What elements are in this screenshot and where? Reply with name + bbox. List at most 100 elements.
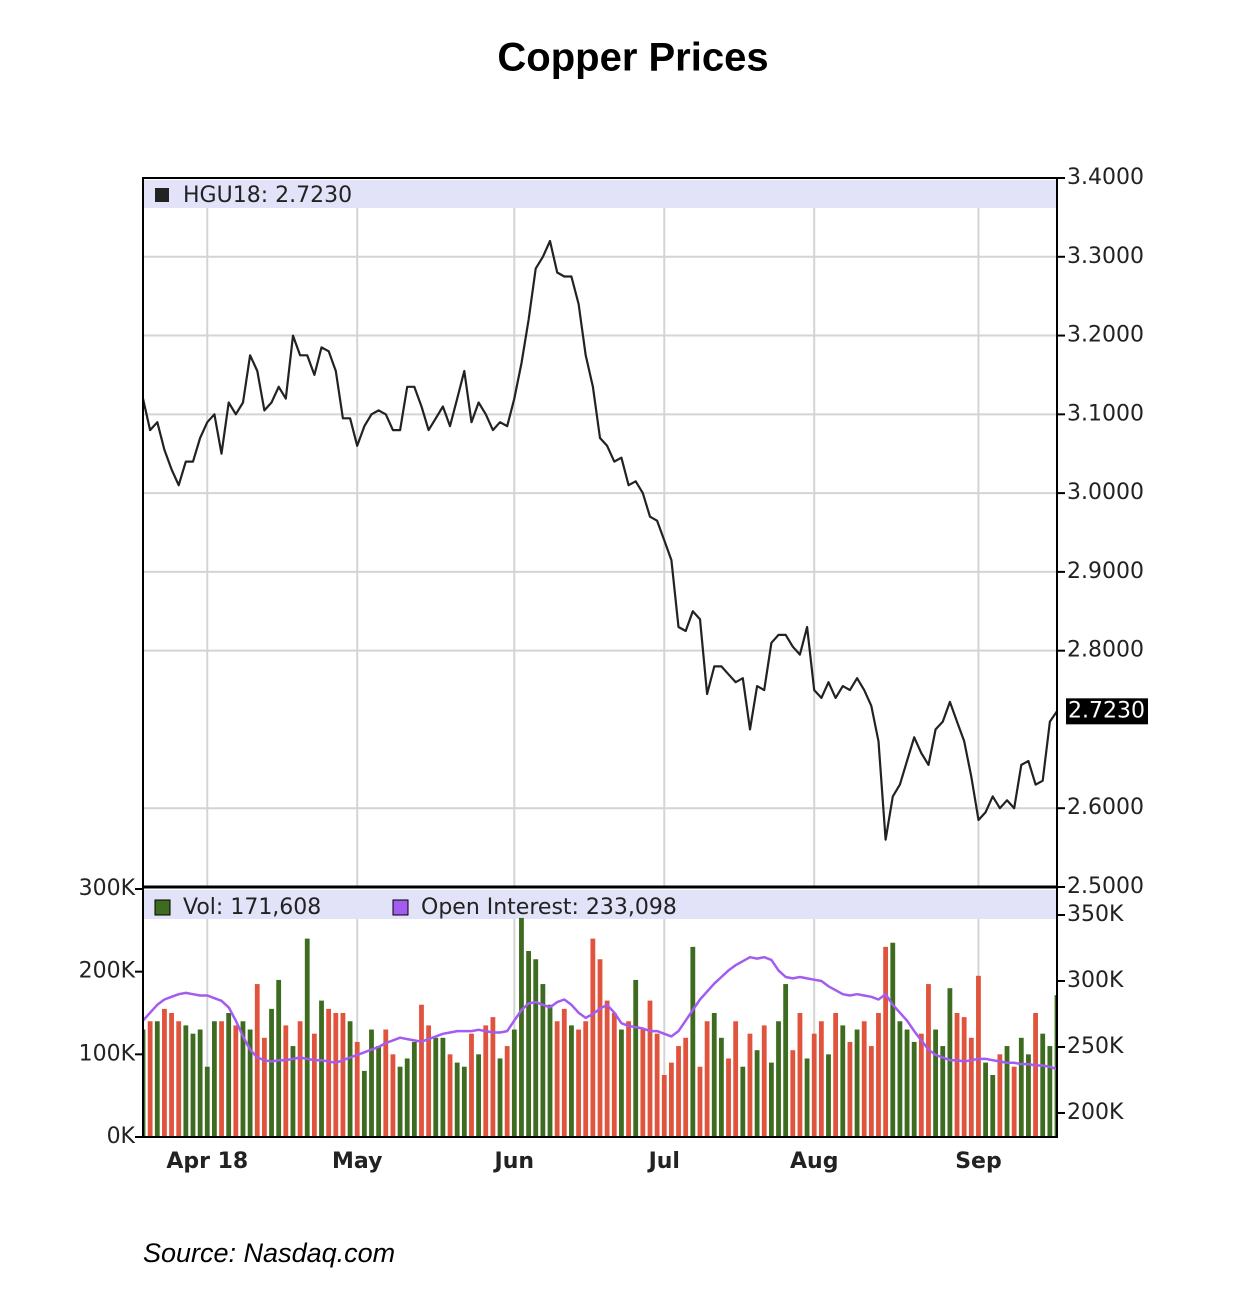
- volume-bar: [1040, 1033, 1046, 1137]
- volume-bar: [369, 1029, 374, 1137]
- volume-bar: [726, 1058, 731, 1137]
- volume-bar: [533, 959, 539, 1137]
- volume-bar: [683, 1037, 689, 1137]
- volume-bar: [926, 984, 931, 1137]
- volume-bar: [376, 1046, 382, 1137]
- volume-bar: [461, 1066, 467, 1137]
- legend-label: HGU18: 2.7230: [183, 183, 352, 208]
- x-tick-label: Apr 18: [166, 1149, 248, 1174]
- volume-bar: [961, 1017, 967, 1137]
- volume-bar: [633, 979, 639, 1137]
- volume-bar: [904, 1029, 910, 1137]
- volume-bar: [604, 1000, 610, 1137]
- volume-bar: [554, 1021, 560, 1137]
- legend-band: [144, 890, 1056, 919]
- volume-bar: [761, 1025, 767, 1137]
- volume-bar: [968, 1037, 974, 1137]
- volume-bar: [583, 1021, 589, 1137]
- volume-bar: [983, 1062, 988, 1137]
- legend-band: [144, 180, 1056, 208]
- volume-bar: [454, 1062, 460, 1137]
- volume-bar: [833, 1013, 839, 1137]
- volume-bar: [776, 1021, 781, 1137]
- volume-bar: [276, 979, 282, 1137]
- volume-bar: [440, 1037, 446, 1137]
- volume-bar: [469, 1033, 474, 1137]
- volume-bar: [319, 1000, 324, 1137]
- volume-bar: [911, 1041, 917, 1137]
- last-value-label: 2.7230: [1068, 698, 1145, 723]
- y-tick-label: 3.4000: [1067, 165, 1144, 190]
- volume-bar: [619, 1029, 624, 1137]
- volume-bar: [940, 1046, 946, 1137]
- volume-bar: [176, 1021, 182, 1137]
- volume-bar: [818, 1021, 824, 1137]
- volume-bar: [304, 938, 310, 1137]
- volume-bar: [669, 1062, 674, 1137]
- volume-bar: [540, 984, 546, 1137]
- volume-bar: [212, 1021, 217, 1137]
- volume-bar: [626, 1021, 631, 1137]
- volume-bar: [783, 984, 789, 1137]
- volume-bar: [1004, 1046, 1010, 1137]
- volume-bar: [419, 1004, 424, 1137]
- volume-bar: [390, 1054, 396, 1137]
- y2-tick-label: 200K: [1067, 1100, 1124, 1125]
- y2-tick-label: 250K: [1067, 1034, 1124, 1059]
- volume-bar: [1026, 1054, 1031, 1137]
- y-tick-label: 3.1000: [1067, 401, 1144, 426]
- volume-bar: [197, 1029, 203, 1137]
- volume-bar: [447, 1054, 453, 1137]
- volume-bar: [1047, 1046, 1053, 1137]
- volume-bar: [147, 1021, 153, 1137]
- volume-bar: [854, 1029, 860, 1137]
- volume-bar: [411, 1041, 417, 1137]
- volume-bar: [354, 1041, 360, 1137]
- volume-bar: [576, 1029, 581, 1137]
- volume-bar: [483, 1025, 489, 1137]
- volume-bar: [519, 917, 524, 1137]
- volume-bar: [947, 988, 953, 1137]
- volume-bar: [897, 1021, 903, 1137]
- y-tick-label: 2.9000: [1067, 559, 1144, 584]
- volume-bar: [704, 1021, 710, 1137]
- volume-bar: [933, 1029, 939, 1137]
- volume-bar: [804, 1058, 810, 1137]
- volume-bar: [269, 1008, 274, 1137]
- volume-bar: [847, 1041, 853, 1137]
- volume-bar: [311, 1033, 317, 1137]
- volume-bar: [690, 946, 696, 1137]
- volume-bar: [433, 1037, 439, 1137]
- volume-bar: [997, 1054, 1003, 1137]
- volume-bar: [569, 1025, 574, 1137]
- volume-bar: [918, 1033, 924, 1137]
- volume-bar: [868, 1046, 874, 1137]
- open-interest-line: [142, 955, 1058, 1071]
- volume-bar: [797, 1013, 803, 1137]
- volume-bar: [490, 1017, 496, 1137]
- volume-bar: [1054, 995, 1056, 1137]
- volume-bar: [169, 1013, 174, 1137]
- volume-bar: [861, 1021, 867, 1137]
- volume-bar: [718, 1037, 724, 1137]
- volume-bar: [733, 1021, 739, 1137]
- volume-bar: [526, 951, 531, 1137]
- legend-swatch: [392, 899, 409, 916]
- volume-bar: [640, 1029, 646, 1137]
- volume-bar: [676, 1046, 681, 1137]
- volume-bar: [240, 1021, 246, 1137]
- y-tick-label: 3.2000: [1067, 323, 1144, 348]
- legend-swatch: [155, 188, 169, 202]
- chart-title: Copper Prices: [497, 36, 768, 80]
- volume-bar: [297, 1021, 303, 1137]
- volume-bar: [162, 1008, 167, 1137]
- volume-bar: [547, 1004, 553, 1137]
- volume-bar: [790, 1050, 796, 1137]
- plot-area: [141, 177, 1058, 1137]
- volume-bar: [711, 1013, 717, 1137]
- volume-bar: [883, 946, 889, 1137]
- volume-bar: [990, 1075, 996, 1137]
- legend-label: Open Interest: 233,098: [421, 895, 677, 920]
